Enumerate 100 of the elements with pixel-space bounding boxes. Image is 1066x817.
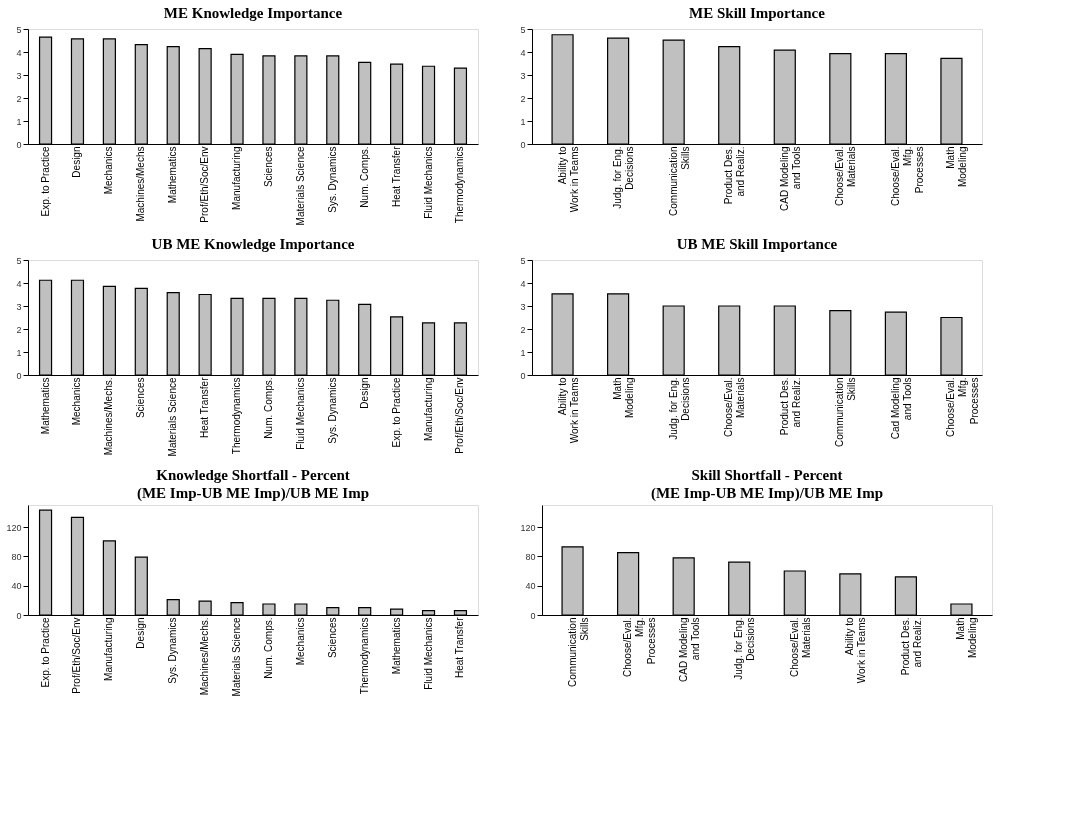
x-tick-label: Choose/Eval. Materials xyxy=(723,377,747,437)
x-tick-label: Ability to Work in Teams xyxy=(556,377,580,444)
y-tick-label: 80 xyxy=(11,551,22,562)
x-tick-label: Sys. Dynamics xyxy=(167,617,179,684)
x-tick-label: CAD Modeling and Tools xyxy=(677,617,701,682)
y-tick-label: 5 xyxy=(520,24,526,35)
x-tick-label: Communication Skills xyxy=(566,617,590,687)
x-tick-label: Math Modeling xyxy=(612,377,636,419)
x-tick-label: CAD Modeling and Tools xyxy=(778,146,802,211)
y-tick-label: 0 xyxy=(16,139,22,150)
y-tick-label: 0 xyxy=(16,610,22,621)
x-tick-label: Product Des. and Realiz. xyxy=(899,617,923,676)
x-tick-label: Prof/Eth/Soc/Env xyxy=(71,617,83,694)
y-tick-label: 1 xyxy=(520,116,526,127)
y-tick-label: 4 xyxy=(520,47,526,58)
x-tick-label: Mathematics xyxy=(390,617,402,675)
y-tick-label: 120 xyxy=(520,522,536,533)
x-tick-label: Design xyxy=(71,146,83,178)
x-tick-label: Math Modeling xyxy=(945,146,969,188)
x-tick-label: Machines/Mechs xyxy=(135,146,147,222)
x-tick-label: Mechanics xyxy=(294,617,306,666)
chart-title: UB ME Skill Importance xyxy=(676,236,838,252)
x-tick-label: Manufacturing xyxy=(422,377,434,441)
x-tick-label: Choose/Eval. Mfg. Processes xyxy=(622,617,658,677)
y-tick-label: 3 xyxy=(16,301,22,312)
x-tick-label: Choose/Eval. Mfg. Processes xyxy=(889,146,925,206)
x-tick-label: Design xyxy=(358,377,370,409)
chart-title: ME Knowledge Importance xyxy=(163,5,343,21)
x-tick-label: Machines/Mechs. xyxy=(199,617,211,696)
y-tick-label: 120 xyxy=(6,522,22,533)
y-tick-label: 0 xyxy=(16,370,22,381)
y-tick-label: 0 xyxy=(520,139,526,150)
x-tick-label: Communication Skills xyxy=(667,146,691,216)
x-tick-label: Prof/Eth/Soc/Env xyxy=(454,377,466,454)
x-tick-label: Math Modeling xyxy=(955,617,979,659)
x-tick-label: Mechanics xyxy=(103,146,115,195)
x-tick-label: Heat Transfer xyxy=(390,145,402,208)
x-tick-label: Materials Science xyxy=(294,146,306,226)
y-tick-label: 1 xyxy=(16,116,22,127)
x-tick-label: Mathematics xyxy=(39,377,51,435)
x-tick-label: Mathematics xyxy=(167,146,179,204)
y-tick-label: 0 xyxy=(530,610,536,621)
chart-subtitle: (ME Imp-UB ME Imp)/UB ME Imp xyxy=(136,485,370,502)
x-tick-label: Thermodynamics xyxy=(358,617,370,695)
x-tick-label: Sciences xyxy=(326,617,338,659)
x-tick-label: Thermodynamics xyxy=(231,377,243,455)
x-tick-label: Fluid Mechanics xyxy=(422,146,434,219)
x-tick-label: Manufacturing xyxy=(103,617,115,681)
y-tick-label: 5 xyxy=(16,255,22,266)
y-tick-label: 4 xyxy=(520,278,526,289)
y-tick-label: 5 xyxy=(520,255,526,266)
y-tick-label: 4 xyxy=(16,278,22,289)
x-tick-label: Exp. to Practice xyxy=(39,617,51,688)
chart-title: UB ME Knowledge Importance xyxy=(151,236,355,252)
x-tick-label: Choose/Eval. Materials xyxy=(834,146,858,206)
y-tick-label: 80 xyxy=(525,551,536,562)
x-tick-label: Fluid Mechanics xyxy=(422,617,434,690)
x-tick-label: Prof/Eth/Soc/Env xyxy=(199,146,211,223)
y-tick-label: 2 xyxy=(16,324,22,335)
y-tick-label: 5 xyxy=(16,24,22,35)
y-tick-label: 3 xyxy=(16,70,22,81)
y-tick-label: 40 xyxy=(11,581,22,592)
x-tick-label: Exp. to Practice xyxy=(39,146,51,217)
chart-title: Knowledge Shortfall - Percent xyxy=(156,467,350,483)
y-tick-label: 2 xyxy=(16,93,22,104)
x-tick-label: Sciences xyxy=(135,377,147,419)
x-tick-label: Fluid Mechanics xyxy=(294,377,306,450)
x-tick-label: Judg. for Eng. Decisions xyxy=(612,146,636,209)
y-tick-label: 0 xyxy=(520,370,526,381)
x-tick-label: Heat Transfer xyxy=(199,376,211,439)
x-tick-label: Thermodynamics xyxy=(454,146,466,224)
x-tick-label: Materials Science xyxy=(231,617,243,697)
chart-title: ME Skill Importance xyxy=(689,5,826,21)
y-tick-label: 2 xyxy=(520,324,526,335)
y-tick-label: 4 xyxy=(16,47,22,58)
x-tick-label: Judg. for Eng. Decisions xyxy=(667,377,691,440)
x-tick-label: Choose/Eval. Materials xyxy=(788,617,812,677)
y-tick-label: 40 xyxy=(525,581,536,592)
chart-subtitle: (ME Imp-UB ME Imp)/UB ME Imp xyxy=(650,485,884,502)
x-tick-label: Product Des. and Realiz. xyxy=(723,146,747,205)
x-tick-label: Exp. to Practice xyxy=(390,377,402,448)
x-tick-label: Sciences xyxy=(262,146,274,188)
x-tick-label: Ability to Work in Teams xyxy=(556,146,580,213)
x-tick-label: Mechanics xyxy=(71,377,83,426)
y-tick-label: 1 xyxy=(16,347,22,358)
x-tick-label: Num. Comps. xyxy=(358,146,370,208)
x-tick-label: Manufacturing xyxy=(231,146,243,210)
x-tick-label: Sys. Dynamics xyxy=(326,146,338,213)
y-tick-label: 3 xyxy=(520,301,526,312)
x-tick-label: Ability to Work in Teams xyxy=(844,617,868,684)
x-tick-label: Materials Science xyxy=(167,377,179,457)
x-tick-label: Machines/Mechs. xyxy=(103,377,115,456)
chart-title: Skill Shortfall - Percent xyxy=(691,467,843,483)
x-tick-label: Design xyxy=(135,617,147,649)
y-tick-label: 1 xyxy=(520,347,526,358)
x-tick-label: Sys. Dynamics xyxy=(326,377,338,444)
x-tick-label: Heat Transfer xyxy=(454,616,466,679)
x-tick-label: Num. Comps. xyxy=(262,377,274,439)
x-tick-label: Product Des. and Realiz. xyxy=(778,377,802,436)
y-tick-label: 2 xyxy=(520,93,526,104)
